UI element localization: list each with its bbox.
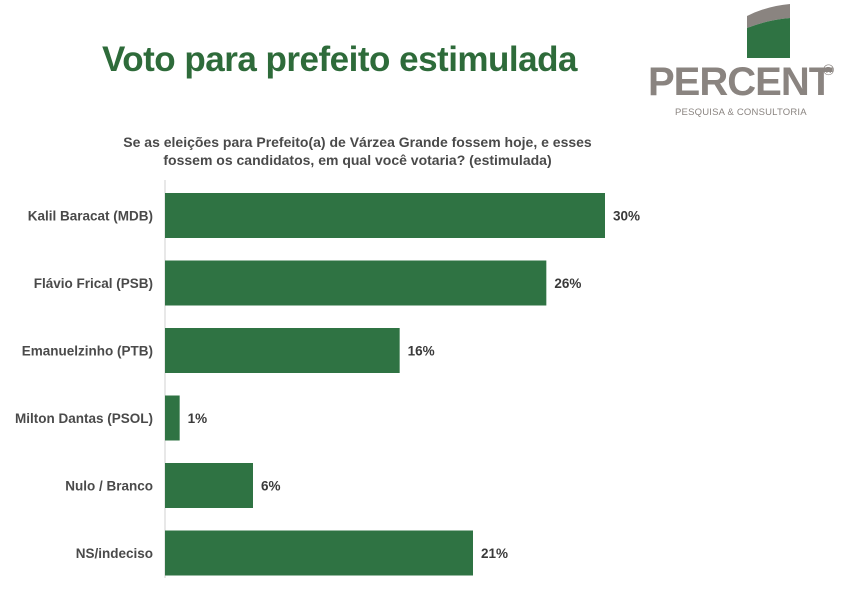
value-label: 21% [481, 546, 508, 561]
logo-tagline: PESQUISA & CONSULTORIA [675, 107, 807, 118]
logo-wordmark: PERCENT [648, 60, 833, 104]
value-label: 26% [554, 276, 581, 291]
logo-flag-icon [747, 4, 790, 58]
category-label: Emanuelzinho (PTB) [22, 344, 153, 359]
value-label: 30% [613, 209, 640, 224]
category-label: NS/indeciso [76, 546, 153, 561]
category-label: Nulo / Branco [65, 479, 153, 494]
logo-registered-mark: ® [823, 62, 835, 79]
bar [165, 193, 605, 238]
page-title: Voto para prefeito estimulada [102, 40, 577, 79]
bar [165, 395, 180, 441]
value-label: 1% [188, 411, 208, 426]
value-label: 6% [261, 479, 281, 494]
category-label: Flávio Frical (PSB) [34, 276, 153, 291]
value-label: 16% [408, 344, 435, 359]
bar [165, 328, 400, 373]
chart-question: Se as eleições para Prefeito(a) de Várze… [123, 134, 592, 168]
category-label: Kalil Baracat (MDB) [28, 209, 153, 224]
percent-logo: PERCENT ® PESQUISA & CONSULTORIA [645, 0, 850, 125]
bar [165, 260, 547, 306]
category-label: Milton Dantas (PSOL) [15, 411, 153, 426]
bar [165, 530, 473, 576]
bar [165, 463, 253, 508]
